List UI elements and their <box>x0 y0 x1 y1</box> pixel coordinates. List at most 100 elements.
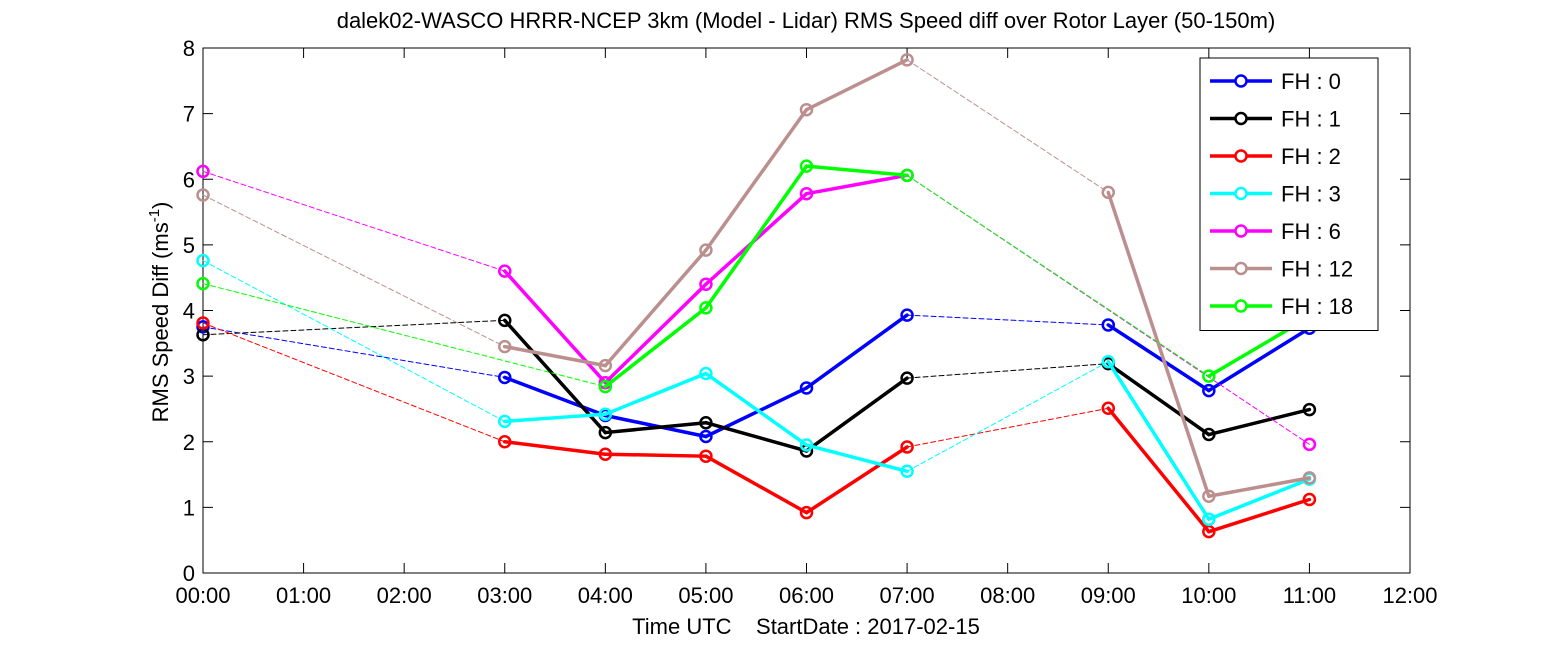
series-segment <box>1207 476 1312 498</box>
data-point <box>598 407 613 421</box>
series-segment <box>603 452 708 458</box>
legend-entry: FH : 0 <box>1210 69 1341 94</box>
y-tick-label: 2 <box>183 430 195 455</box>
x-tick-label: 06:00 <box>779 583 834 608</box>
legend-marker <box>1234 299 1248 313</box>
data-point <box>196 188 210 202</box>
data-point <box>1202 524 1216 539</box>
series-5 <box>196 53 1317 503</box>
data-point <box>1302 471 1317 485</box>
series-segment <box>804 443 909 474</box>
x-tick-label: 03:00 <box>477 583 532 608</box>
series-gap-segment <box>906 363 1109 379</box>
legend-entry: FH : 12 <box>1210 257 1353 282</box>
data-point <box>799 505 814 520</box>
y-tick-label: 8 <box>183 36 195 61</box>
series-gap-segment <box>202 283 606 388</box>
legend-marker <box>1234 111 1248 126</box>
data-point <box>1302 437 1317 452</box>
x-tick-label: 01:00 <box>276 583 331 608</box>
series-gap-segment <box>906 59 1109 193</box>
series-gap-segment <box>202 194 506 348</box>
data-point <box>1202 383 1216 398</box>
legend-marker <box>1234 186 1248 201</box>
legend-label: FH : 0 <box>1281 69 1341 94</box>
data-point <box>498 264 512 278</box>
data-point <box>699 366 713 381</box>
data-point <box>196 276 210 291</box>
legend-label: FH : 3 <box>1281 182 1341 207</box>
data-point <box>196 320 210 334</box>
series-gap-segment <box>906 407 1109 448</box>
legend-label: FH : 2 <box>1281 144 1341 169</box>
series-segment <box>503 375 608 418</box>
series-segment <box>704 420 809 453</box>
series-gap-segment <box>906 174 1210 377</box>
series-segment <box>704 386 809 439</box>
series-segment <box>603 306 708 389</box>
y-axis-label: RMS Speed Diff (ms-1) <box>146 202 173 423</box>
chart-title: dalek02-WASCO HRRR-NCEP 3km (Model - Lid… <box>337 8 1276 33</box>
x-tick-label: 10:00 <box>1181 583 1236 608</box>
data-point <box>498 313 512 328</box>
y-tick-label: 5 <box>183 233 195 258</box>
x-tick-label: 08:00 <box>980 583 1035 608</box>
series-segment <box>503 440 608 456</box>
x-tick-label: 04:00 <box>578 583 633 608</box>
series-segment <box>804 445 909 515</box>
series-segment <box>804 173 909 196</box>
series-segment <box>1106 190 1211 498</box>
series-segment <box>1207 497 1312 534</box>
data-point <box>196 253 210 268</box>
data-point <box>1302 402 1317 417</box>
legend-entry: FH : 1 <box>1210 107 1341 132</box>
series-segment <box>804 58 909 112</box>
x-axis-label: Time UTC StartDate : 2017-02-15 <box>632 614 980 639</box>
series-segment <box>1207 477 1312 521</box>
data-point <box>900 371 914 385</box>
data-point <box>699 415 713 430</box>
legend-marker <box>1234 149 1248 163</box>
data-point <box>799 102 814 117</box>
series-gap-segment <box>202 260 506 422</box>
series-segment <box>1106 361 1211 437</box>
data-point <box>699 301 713 315</box>
series-gap-segment <box>906 361 1109 472</box>
series-segment <box>1106 359 1211 521</box>
y-axis-label-main: RMS Speed Diff (ms <box>148 222 173 422</box>
y-axis-label-superscript: -1 <box>146 209 163 222</box>
data-point <box>799 159 814 173</box>
data-point <box>498 370 512 385</box>
series-gap-segment <box>906 314 1109 326</box>
series-segment <box>704 164 809 310</box>
data-point <box>799 438 814 452</box>
series-segment <box>704 107 809 252</box>
legend-marker <box>1234 74 1248 88</box>
data-point <box>1302 492 1317 507</box>
series-gap-segment <box>202 319 506 336</box>
series-segment <box>704 371 809 447</box>
data-point <box>799 381 814 395</box>
legend-entry: FH : 3 <box>1210 182 1341 207</box>
y-tick-label: 3 <box>183 364 195 389</box>
data-point <box>1101 185 1115 200</box>
data-point <box>699 429 713 444</box>
series-gap-segment <box>202 170 506 272</box>
data-point <box>699 243 713 257</box>
series-segment <box>804 376 909 453</box>
y-tick-label: 4 <box>183 299 195 324</box>
series-segment <box>804 164 909 178</box>
legend: FH : 0 FH : 1 FH : 2 FH : 3 FH : 6 FH : 12 FH … <box>1199 57 1379 331</box>
series-gap-segment <box>202 326 506 378</box>
series-segment <box>603 282 708 385</box>
data-point <box>598 379 613 394</box>
x-tick-label: 11:00 <box>1283 583 1336 608</box>
data-point <box>900 440 914 454</box>
x-tick-label: 12:00 <box>1382 583 1437 608</box>
legend-entry: FH : 2 <box>1210 144 1341 169</box>
series-segment <box>503 269 608 385</box>
data-point <box>699 277 713 291</box>
data-point <box>1202 369 1216 383</box>
legend-marker <box>1234 261 1248 276</box>
